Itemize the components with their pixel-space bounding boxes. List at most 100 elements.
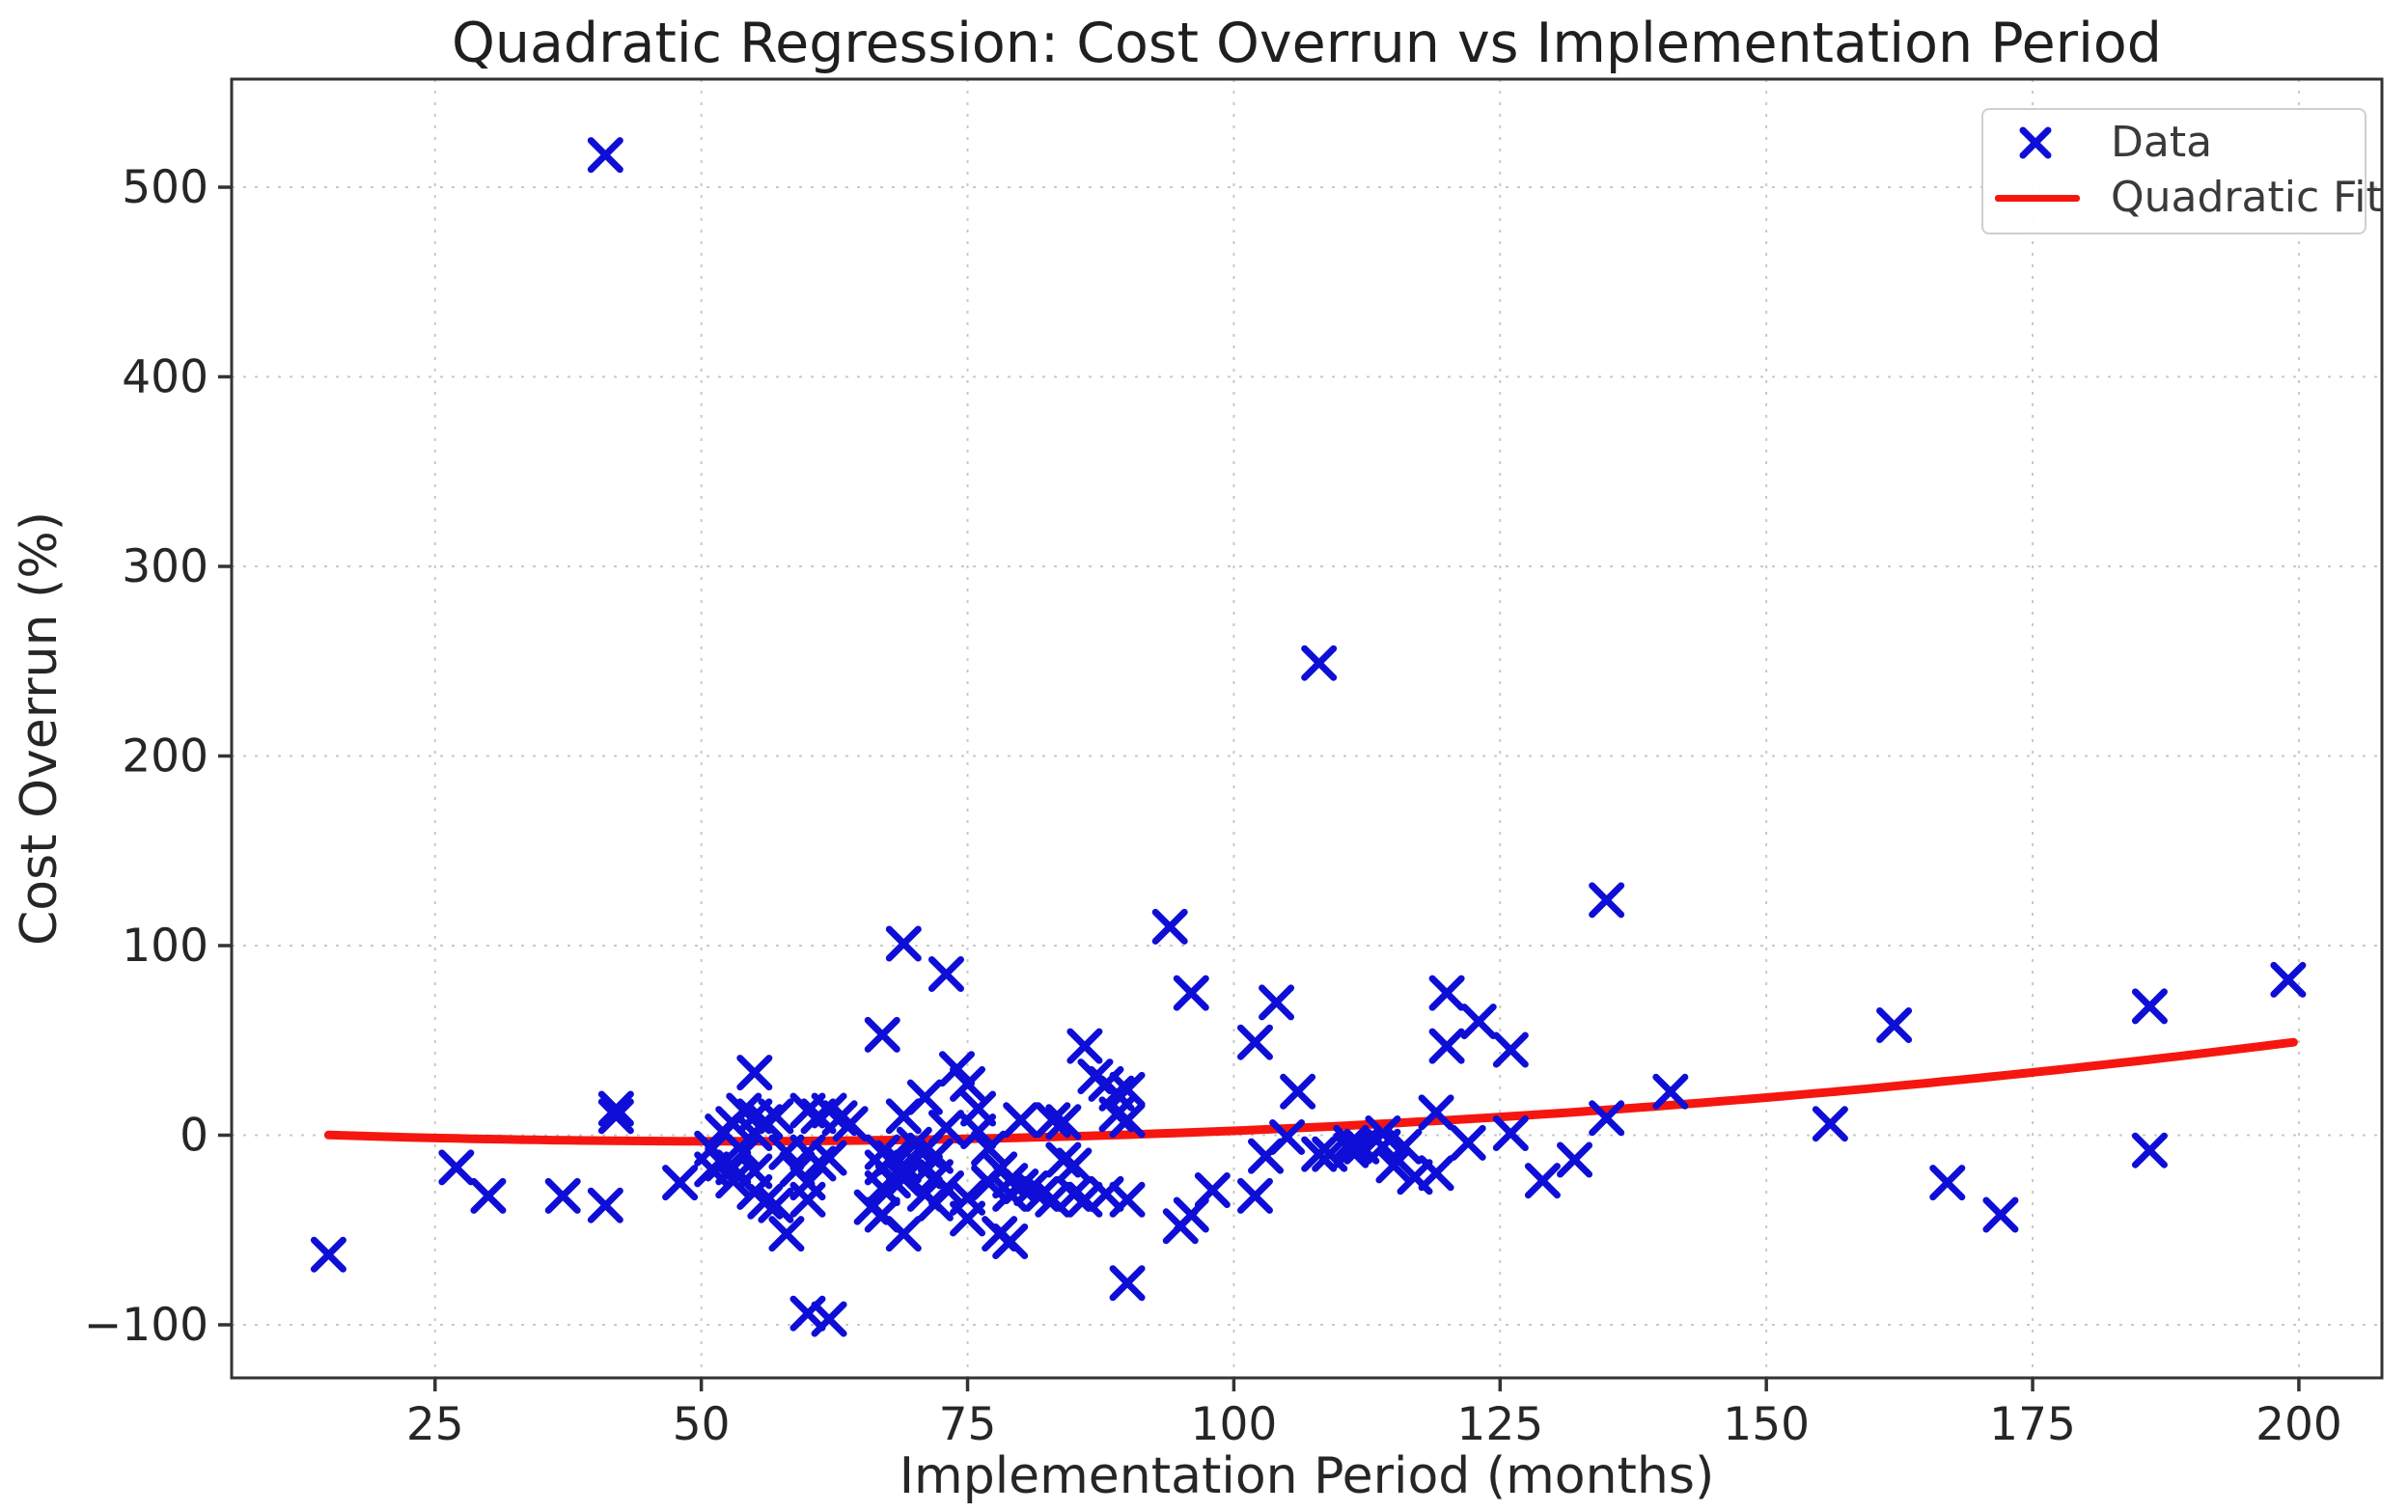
data-point-marker	[1418, 1094, 1454, 1131]
data-point-marker	[1045, 1104, 1082, 1141]
data-point-marker	[736, 1055, 773, 1091]
data-point-marker	[1929, 1165, 1966, 1201]
data-point-marker	[2270, 961, 2307, 998]
axes-box	[230, 77, 2384, 1380]
data-point-marker	[1418, 1155, 1454, 1192]
data-point-marker	[768, 1216, 805, 1252]
data-point-marker	[1450, 1124, 1486, 1161]
y-tick-label: 100	[122, 920, 208, 973]
data-point-marker	[885, 1161, 922, 1197]
data-point-marker	[1194, 1171, 1231, 1208]
data-point-marker	[1035, 1102, 1071, 1139]
y-tick-label: 300	[122, 540, 208, 593]
data-point-marker	[789, 1181, 826, 1218]
y-tick-label: −100	[84, 1299, 208, 1352]
data-point-marker	[1151, 908, 1188, 945]
x-tick-label: 100	[1191, 1398, 1278, 1451]
tick-layer: 25 50 75 100 125 150 175 200 −100 0 100 200 300 400 50…	[84, 161, 2342, 1451]
data-point-marker	[927, 1110, 964, 1146]
data-point-marker	[1982, 1196, 2019, 1233]
data-point-marker	[726, 1134, 762, 1170]
quadratic-fit-line	[323, 1037, 2298, 1146]
data-point-marker	[470, 1177, 507, 1214]
fit-line-layer	[323, 1037, 2298, 1146]
data-point-marker	[1003, 1102, 1039, 1139]
data-point-marker	[1056, 1147, 1093, 1184]
y-axis-label: Cost Overrun (%)	[11, 511, 69, 946]
data-point-marker	[885, 1216, 922, 1252]
data-point-marker	[310, 1236, 346, 1273]
data-point-marker	[1301, 1136, 1338, 1172]
data-point-marker	[1428, 975, 1465, 1011]
data-point-marker	[587, 137, 623, 174]
data-point-marker	[1492, 1115, 1529, 1152]
data-point-marker	[885, 925, 922, 962]
data-point-marker	[950, 1200, 986, 1237]
data-point-marker	[1492, 1031, 1529, 1068]
data-point-marker	[1812, 1106, 1848, 1142]
axes-spines	[230, 77, 2384, 1380]
data-point-marker	[587, 1187, 623, 1223]
data-point-marker	[906, 1079, 943, 1115]
y-tick-label: 500	[122, 161, 208, 214]
x-tick-label: 200	[2256, 1398, 2342, 1451]
data-point-marker	[544, 1177, 581, 1214]
data-point-marker	[927, 1170, 964, 1206]
data-point-marker	[927, 955, 964, 992]
data-point-marker	[715, 1163, 752, 1199]
x-axis-label: Implementation Period (months)	[900, 1447, 1715, 1505]
data-point-marker	[758, 1187, 794, 1223]
data-point-marker	[2131, 988, 2168, 1025]
x-tick-label: 125	[1456, 1398, 1543, 1451]
data-point-marker	[1109, 1265, 1146, 1302]
legend-item-fit: Quadratic Fit	[1983, 171, 2383, 225]
data-point-marker	[1333, 1132, 1370, 1168]
data-point-marker	[1876, 1007, 1913, 1044]
data-point-marker	[1428, 1028, 1465, 1064]
data-point-marker	[1280, 1073, 1316, 1110]
data-point-marker	[1236, 1024, 1273, 1060]
data-point-marker	[864, 1016, 900, 1053]
data-point-marker	[1365, 1115, 1401, 1152]
scatter-layer	[310, 137, 2307, 1337]
data-point-marker	[1066, 1028, 1103, 1064]
data-point-marker	[971, 1130, 1008, 1167]
data-point-marker	[832, 1106, 869, 1142]
legend-item-data: Data	[1983, 116, 2365, 170]
data-point-marker	[705, 1145, 741, 1182]
data-point-marker	[1386, 1128, 1423, 1165]
legend: Data Quadratic Fit	[1981, 108, 2383, 234]
data-point-marker	[597, 1098, 634, 1135]
data-point-marker	[1375, 1147, 1412, 1184]
data-point-marker	[1269, 1118, 1306, 1155]
data-point-marker	[758, 1098, 794, 1135]
data-point-marker	[1109, 1102, 1146, 1139]
data-point-marker	[1109, 1071, 1146, 1108]
legend-label-fit: Quadratic Fit	[2111, 173, 2383, 222]
legend-label-data: Data	[2111, 118, 2213, 167]
data-point-marker	[950, 1065, 986, 1102]
x-tick-label: 50	[673, 1398, 731, 1451]
data-point-marker	[438, 1149, 475, 1186]
data-point-marker	[992, 1223, 1029, 1260]
y-tick-label: 200	[122, 729, 208, 783]
x-marker-icon	[2019, 126, 2052, 159]
data-point-marker	[1460, 1003, 1497, 1040]
data-point-marker	[2131, 1132, 2168, 1168]
x-tick-label: 150	[1723, 1398, 1810, 1451]
y-tick-label: 0	[180, 1109, 208, 1162]
data-point-marker	[1524, 1163, 1561, 1199]
chart-title: Quadratic Regression: Cost Overrun vs Im…	[452, 12, 2162, 75]
data-point-marker	[747, 1183, 784, 1220]
data-point-marker	[1259, 984, 1295, 1021]
data-point-marker	[1109, 1181, 1146, 1218]
data-point-marker	[1236, 1177, 1273, 1214]
data-point-marker	[811, 1301, 847, 1337]
x-tick-label: 75	[939, 1398, 997, 1451]
data-point-marker	[1589, 882, 1625, 919]
data-point-marker	[597, 1090, 634, 1127]
x-tick-label: 175	[1989, 1398, 2076, 1451]
y-tick-label: 400	[122, 350, 208, 403]
